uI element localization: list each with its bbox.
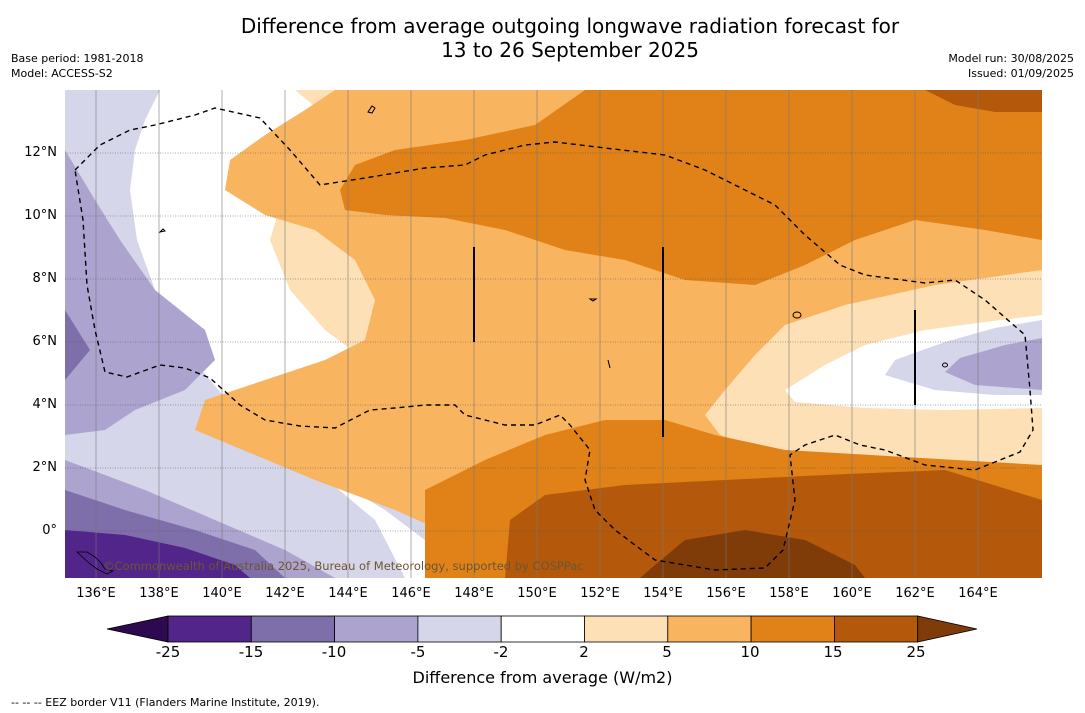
map-title: Difference from average outgoing longwav…: [0, 14, 1085, 62]
colorbar-segment-2: [334, 615, 419, 643]
cbar-tick-5: 5: [662, 643, 672, 661]
lon-label-138e: 138°E: [139, 586, 179, 601]
region-purple-east: [945, 338, 1042, 390]
lat-label-8n: 8°N: [32, 271, 58, 286]
olr-anomaly-map: [65, 90, 1042, 578]
lon-label-160e: 160°E: [832, 586, 872, 601]
colorbar-segment-5: [584, 615, 669, 643]
lat-label-12n: 12°N: [24, 145, 57, 160]
colorbar-segment-1: [250, 615, 336, 643]
lat-label-10n: 10°N: [24, 208, 57, 223]
colorbar-under-arrow: [106, 615, 169, 643]
region-15-to-25-south: [505, 470, 1042, 578]
region-minus10-to-minus5: [65, 150, 215, 435]
lon-label-148e: 148°E: [454, 586, 494, 601]
lat-label-2n: 2°N: [32, 460, 58, 475]
colorbar-segment-4: [500, 615, 585, 643]
lon-label-146e: 146°E: [391, 586, 431, 601]
lon-label-144e: 144°E: [328, 586, 368, 601]
cbar-tick-10: 10: [740, 643, 760, 661]
eez-legend-note: -- -- -- EEZ border V11 (Flanders Marine…: [11, 696, 320, 709]
lat-label-0: 0°: [42, 523, 57, 538]
lon-label-150e: 150°E: [517, 586, 557, 601]
region-lavender-west: [65, 90, 405, 578]
colorbar-segment-6: [667, 615, 752, 643]
islands: [75, 105, 948, 575]
lon-label-164e: 164°E: [958, 586, 998, 601]
colorbar-label: Difference from average (W/m2): [412, 668, 673, 687]
lon-label-156e: 156°E: [706, 586, 746, 601]
region-over-25: [640, 530, 865, 578]
title-line-1: Difference from average outgoing longwav…: [240, 14, 900, 38]
colorbar-segment-0: [167, 615, 252, 643]
boundary-segments: [473, 247, 916, 437]
base-period: Base period: 1981-2018: [11, 52, 144, 65]
copyright-notice: ©Commonwealth of Australia 2025, Bureau …: [103, 559, 584, 573]
lon-gridlines: [95, 90, 979, 578]
model-name: Model: ACCESS-S2: [11, 67, 113, 80]
region-minus15-to-minus10-west: [65, 310, 90, 380]
cbar-tick-15: 15: [823, 643, 843, 661]
lat-label-6n: 6°N: [32, 334, 58, 349]
region-15-to-25-north: [925, 90, 1042, 112]
region-minus25-to-minus15: [65, 530, 250, 578]
lon-label-136e: 136°E: [76, 586, 116, 601]
lat-label-4n: 4°N: [32, 397, 58, 412]
title-line-2: 13 to 26 September 2025: [441, 38, 699, 62]
lon-label-162e: 162°E: [895, 586, 935, 601]
model-run: Model run: 30/08/2025: [948, 52, 1074, 65]
cbar-tick-minus2: -2: [493, 643, 509, 661]
eez-border: [74, 107, 1034, 571]
lon-label-152e: 152°E: [580, 586, 620, 601]
cbar-tick-25: 25: [906, 643, 926, 661]
colorbar-segment-7: [750, 615, 835, 643]
cbar-tick-2: 2: [579, 643, 589, 661]
colorbar-segment-8: [834, 615, 919, 643]
colorbar-over-arrow: [917, 615, 978, 643]
cbar-tick-minus25: -25: [155, 643, 181, 661]
colorbar-segment-3: [417, 615, 502, 643]
map-panel: [65, 90, 1042, 578]
cbar-tick-minus10: -10: [321, 643, 347, 661]
cbar-tick-minus15: -15: [238, 643, 264, 661]
colorbar: [106, 615, 978, 643]
lon-label-142e: 142°E: [265, 586, 305, 601]
cbar-tick-minus5: -5: [410, 643, 426, 661]
lon-label-140e: 140°E: [202, 586, 242, 601]
lon-label-154e: 154°E: [643, 586, 683, 601]
meta-left: Base period: 1981-2018 Model: ACCESS-S2: [11, 51, 143, 81]
issued-date: Issued: 01/09/2025: [967, 67, 1074, 80]
lat-gridlines: [65, 152, 1042, 532]
meta-right: Model run: 30/08/2025 Issued: 01/09/2025: [948, 51, 1074, 81]
region-10-to-15-north: [340, 90, 1042, 285]
lon-label-158e: 158°E: [769, 586, 809, 601]
